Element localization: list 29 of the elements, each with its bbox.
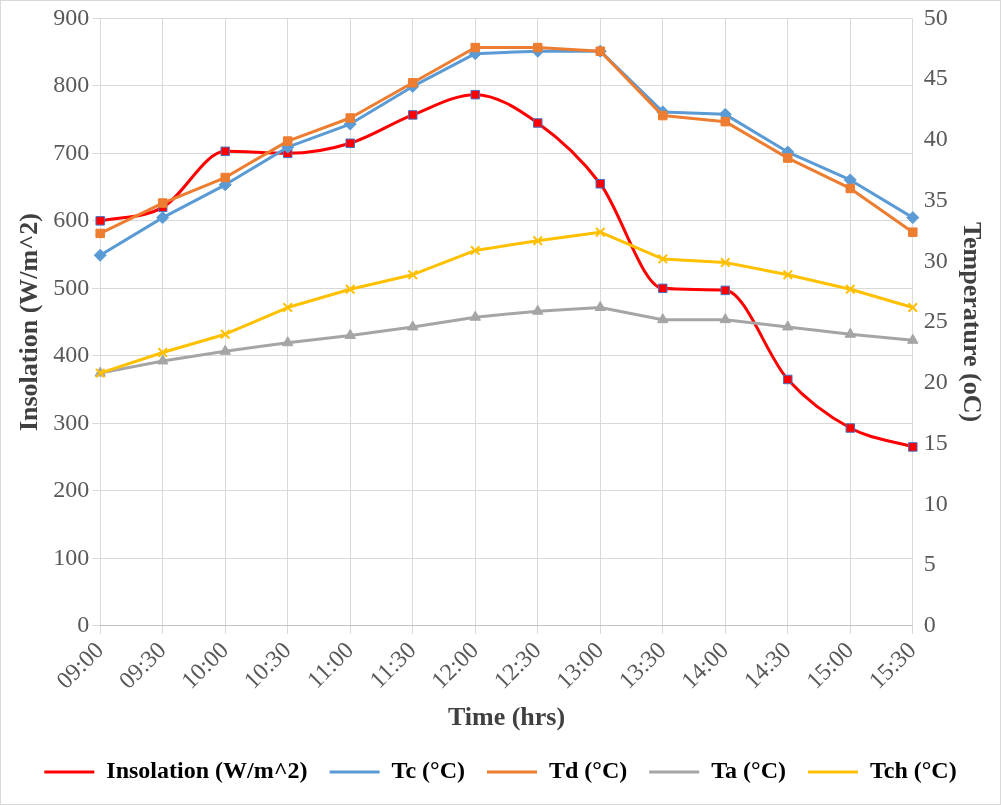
- y2-tick-label: 45: [923, 64, 948, 91]
- y2-tick-label: 50: [923, 3, 948, 30]
- y-tick-label: 400: [53, 341, 90, 368]
- y-tick-label: 700: [53, 138, 90, 165]
- y-tick-label: 200: [53, 476, 90, 503]
- y2-axis-title: Temperature (oC): [957, 222, 987, 423]
- legend-label: Tc (°C): [391, 757, 465, 784]
- y-tick-label: 300: [53, 408, 90, 435]
- y-tick-label: 600: [53, 206, 90, 233]
- y-axis-title: Insolation (W/m^2): [14, 213, 44, 432]
- y-tick-label: 900: [53, 3, 90, 30]
- y-tick-label: 500: [53, 273, 90, 300]
- y2-tick-label: 35: [923, 185, 948, 212]
- legend-label: Ta (°C): [711, 757, 786, 784]
- y2-tick-label: 0: [923, 611, 936, 638]
- y2-tick-label: 25: [923, 307, 948, 334]
- y2-tick-label: 5: [923, 550, 936, 577]
- y-tick-label: 0: [77, 611, 90, 638]
- y-tick-label: 100: [53, 543, 90, 570]
- y2-tick-label: 15: [923, 428, 948, 455]
- legend-label: Insolation (W/m^2): [106, 757, 308, 784]
- y2-tick-label: 10: [923, 489, 948, 516]
- y-tick-label: 800: [53, 71, 90, 98]
- x-axis-title: Time (hrs): [447, 702, 566, 732]
- legend-label: Tch (°C): [869, 757, 957, 784]
- legend-label: Td (°C): [548, 757, 628, 784]
- y2-tick-label: 40: [923, 125, 948, 152]
- y2-tick-label: 20: [923, 368, 948, 395]
- y2-tick-label: 30: [923, 246, 948, 273]
